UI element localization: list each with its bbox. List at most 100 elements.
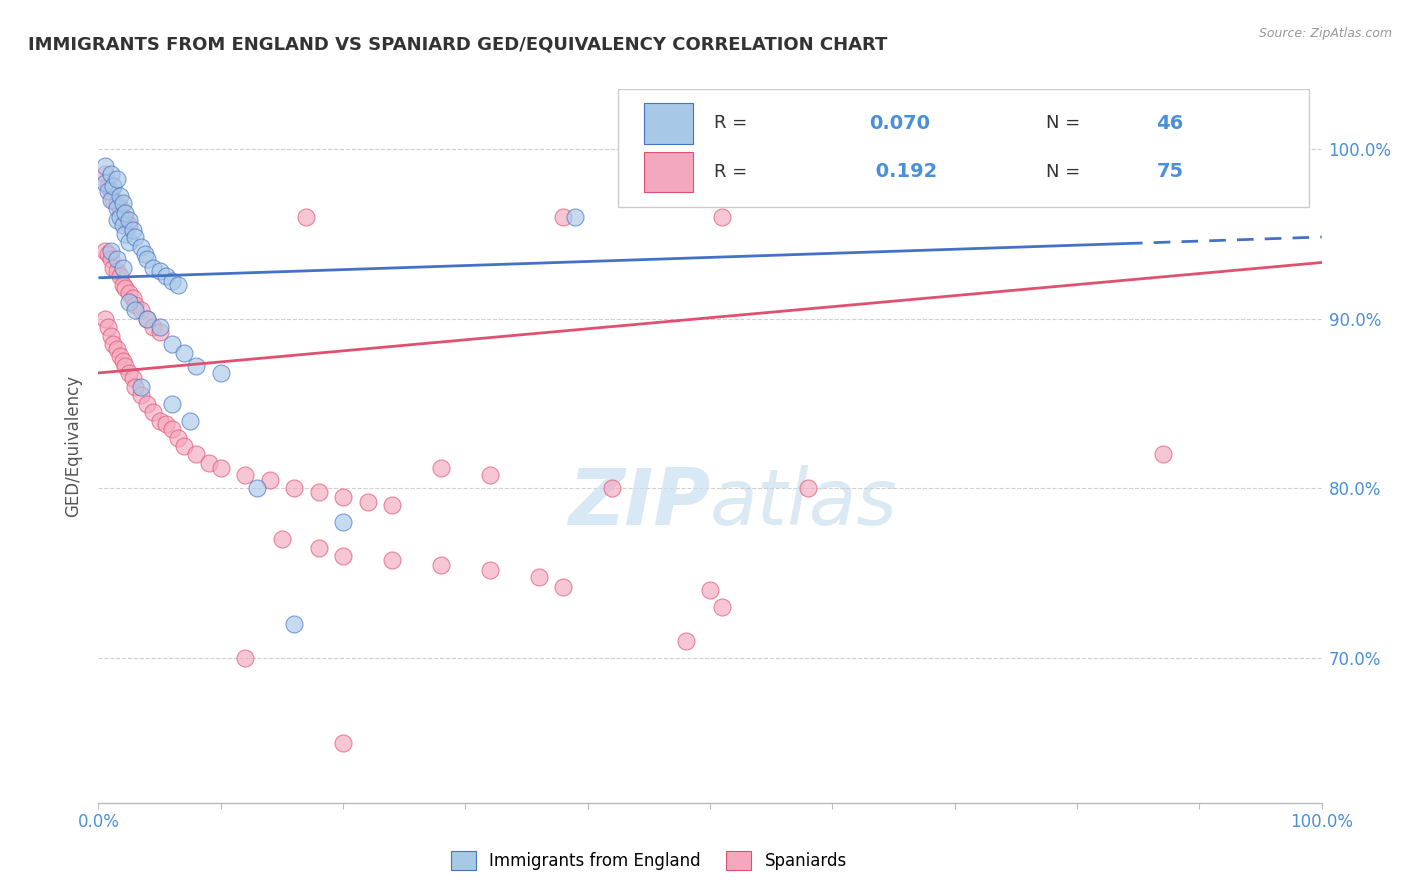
Point (553, 580, 575, 594)
Point (100, 244, 122, 258)
Point (209, 366, 232, 380)
Point (430, 558, 453, 572)
Point (209, 461, 232, 475)
Point (118, 213, 141, 227)
FancyBboxPatch shape (644, 103, 693, 144)
Point (134, 247, 156, 261)
Point (111, 196, 134, 211)
Point (118, 286, 141, 301)
Point (527, 570, 550, 584)
Point (186, 359, 208, 373)
Text: IMMIGRANTS FROM ENGLAND VS SPANIARD GED/EQUIVALENCY CORRELATION CHART: IMMIGRANTS FROM ENGLAND VS SPANIARD GED/… (28, 36, 887, 54)
Point (699, 583, 721, 598)
Point (675, 634, 697, 648)
Point (93, 176, 115, 190)
Point (114, 213, 136, 227)
Text: ZIP: ZIP (568, 465, 710, 541)
Point (110, 349, 132, 363)
Point (478, 467, 501, 482)
Point (381, 553, 404, 567)
Point (97, 320, 120, 334)
Point (167, 430, 190, 444)
Point (332, 736, 354, 750)
Point (160, 337, 183, 351)
Point (1115, 176, 1137, 190)
Point (105, 196, 128, 211)
Text: N =: N = (1046, 114, 1087, 132)
Point (332, 549, 354, 564)
Point (308, 484, 330, 499)
Text: 46: 46 (1157, 114, 1184, 133)
Point (173, 439, 195, 453)
Point (110, 201, 132, 215)
Point (100, 167, 122, 181)
Text: R =: R = (714, 114, 752, 132)
Point (100, 193, 122, 207)
Point (149, 413, 172, 427)
Point (110, 269, 132, 284)
Point (100, 184, 122, 198)
Text: atlas: atlas (710, 465, 898, 541)
Point (121, 223, 143, 237)
Point (118, 235, 141, 249)
Point (101, 337, 124, 351)
Point (155, 417, 177, 431)
Point (100, 252, 122, 266)
Point (118, 218, 141, 232)
Point (160, 422, 183, 436)
Point (246, 482, 269, 496)
Point (114, 227, 136, 241)
Point (270, 533, 294, 547)
Point (121, 291, 143, 305)
Text: Source: ZipAtlas.com: Source: ZipAtlas.com (1258, 27, 1392, 40)
Point (797, 482, 820, 496)
Point (93, 159, 115, 173)
Point (100, 328, 122, 343)
Point (711, 210, 734, 224)
Point (111, 260, 134, 275)
Point (553, 210, 575, 224)
Point (93, 244, 115, 258)
Point (600, 482, 623, 496)
Point (124, 379, 146, 393)
Point (129, 388, 152, 402)
Point (118, 294, 141, 309)
Point (1152, 448, 1174, 462)
Point (149, 264, 172, 278)
Point (111, 218, 134, 232)
Point (356, 495, 378, 509)
Point (129, 303, 152, 318)
Point (124, 230, 146, 244)
Point (179, 413, 201, 427)
Point (259, 473, 281, 487)
Point (233, 651, 256, 665)
Point (149, 325, 172, 339)
Point (160, 274, 183, 288)
Point (101, 179, 124, 194)
Point (129, 240, 152, 254)
Point (197, 456, 219, 470)
Point (1139, 159, 1161, 173)
Point (283, 482, 305, 496)
Point (155, 269, 177, 284)
Point (160, 396, 183, 410)
Point (124, 298, 146, 312)
Point (564, 210, 586, 224)
Point (93, 311, 115, 326)
Point (283, 617, 305, 632)
Text: R =: R = (714, 163, 752, 181)
Point (105, 264, 128, 278)
Point (124, 303, 146, 318)
Point (105, 201, 128, 215)
Point (105, 342, 128, 356)
Point (142, 405, 165, 419)
Text: 0.192: 0.192 (869, 162, 938, 181)
Text: 0.070: 0.070 (869, 114, 929, 133)
Point (121, 371, 143, 385)
Point (136, 396, 159, 410)
Point (101, 193, 124, 207)
Point (129, 379, 152, 393)
Point (136, 311, 159, 326)
Point (142, 320, 165, 334)
Point (111, 354, 134, 368)
